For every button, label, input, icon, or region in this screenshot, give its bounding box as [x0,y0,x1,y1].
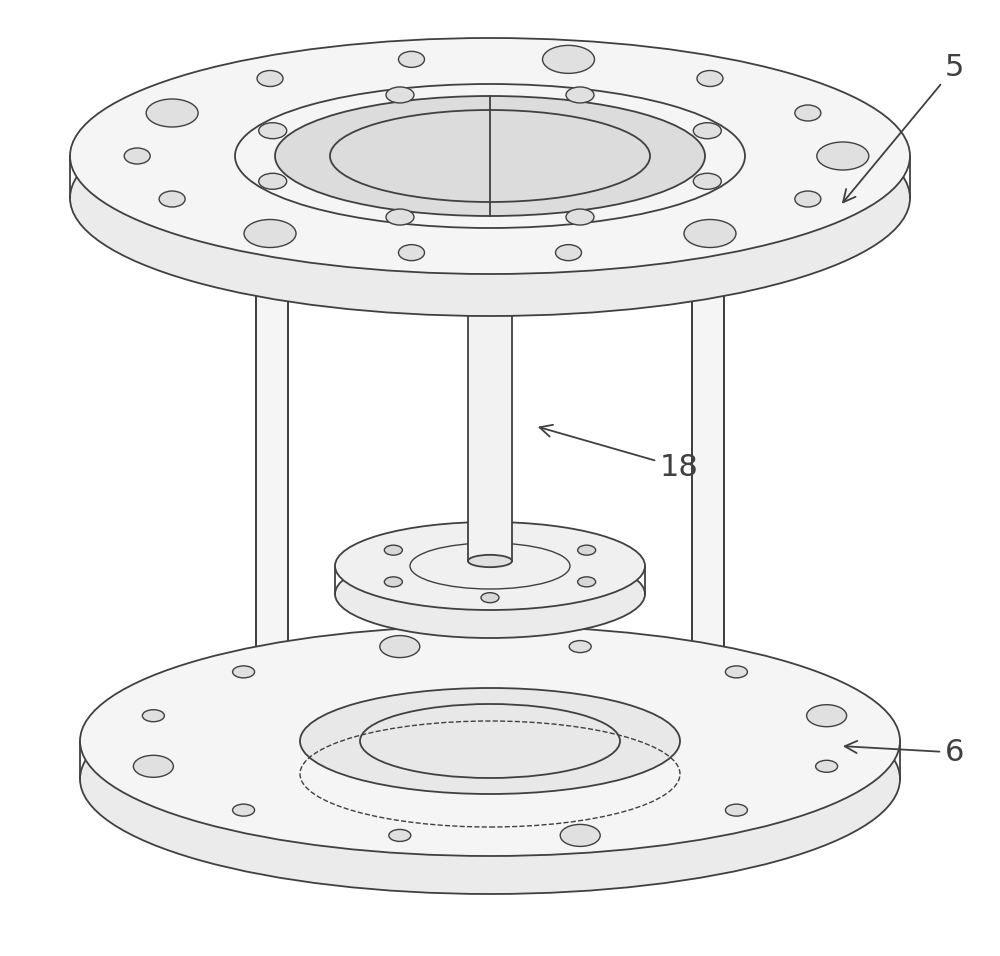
Polygon shape [256,231,288,773]
Text: 6: 6 [845,738,964,767]
Ellipse shape [807,705,847,727]
Text: 18: 18 [540,424,699,482]
Ellipse shape [80,664,900,894]
Ellipse shape [697,71,723,86]
Ellipse shape [386,87,414,103]
Ellipse shape [474,802,506,811]
Ellipse shape [384,576,402,587]
Ellipse shape [256,770,288,778]
Ellipse shape [233,804,255,816]
Ellipse shape [474,261,506,270]
Ellipse shape [380,636,420,658]
Ellipse shape [259,122,287,139]
Ellipse shape [684,220,736,248]
Ellipse shape [146,99,198,127]
Ellipse shape [481,530,499,539]
Ellipse shape [142,709,164,722]
Ellipse shape [566,87,594,103]
Ellipse shape [300,688,680,794]
Ellipse shape [256,228,288,236]
Ellipse shape [384,545,402,555]
Ellipse shape [256,704,288,713]
Ellipse shape [259,173,287,189]
Ellipse shape [543,45,595,74]
Ellipse shape [474,126,506,135]
Ellipse shape [566,209,594,225]
Ellipse shape [692,704,724,713]
Ellipse shape [692,228,724,236]
Polygon shape [692,164,724,708]
Ellipse shape [725,804,747,816]
Ellipse shape [256,160,288,169]
Ellipse shape [474,671,506,680]
Polygon shape [474,131,506,676]
Ellipse shape [795,191,821,207]
Ellipse shape [80,626,900,856]
Ellipse shape [725,666,747,678]
Ellipse shape [692,770,724,778]
Ellipse shape [693,173,721,189]
Ellipse shape [578,576,596,587]
Ellipse shape [386,209,414,225]
Ellipse shape [335,550,645,638]
Ellipse shape [275,96,705,216]
Ellipse shape [816,760,838,772]
Ellipse shape [133,755,173,777]
Ellipse shape [468,554,512,567]
Polygon shape [256,164,288,708]
Ellipse shape [335,522,645,610]
Ellipse shape [398,52,424,67]
Ellipse shape [398,245,424,261]
Ellipse shape [70,80,910,316]
Text: 5: 5 [843,53,964,203]
Ellipse shape [257,71,283,86]
Ellipse shape [560,824,600,846]
Ellipse shape [124,148,150,164]
Ellipse shape [578,545,596,555]
Ellipse shape [817,142,869,170]
Polygon shape [468,203,512,561]
Ellipse shape [468,197,512,209]
Ellipse shape [795,105,821,121]
Ellipse shape [693,122,721,139]
Ellipse shape [481,593,499,602]
Polygon shape [692,231,724,773]
Ellipse shape [244,220,296,248]
Ellipse shape [692,160,724,169]
Ellipse shape [556,245,582,261]
Polygon shape [474,265,506,807]
Ellipse shape [389,830,411,841]
Ellipse shape [569,641,591,653]
Ellipse shape [70,38,910,274]
Ellipse shape [233,666,255,678]
Ellipse shape [159,191,185,207]
